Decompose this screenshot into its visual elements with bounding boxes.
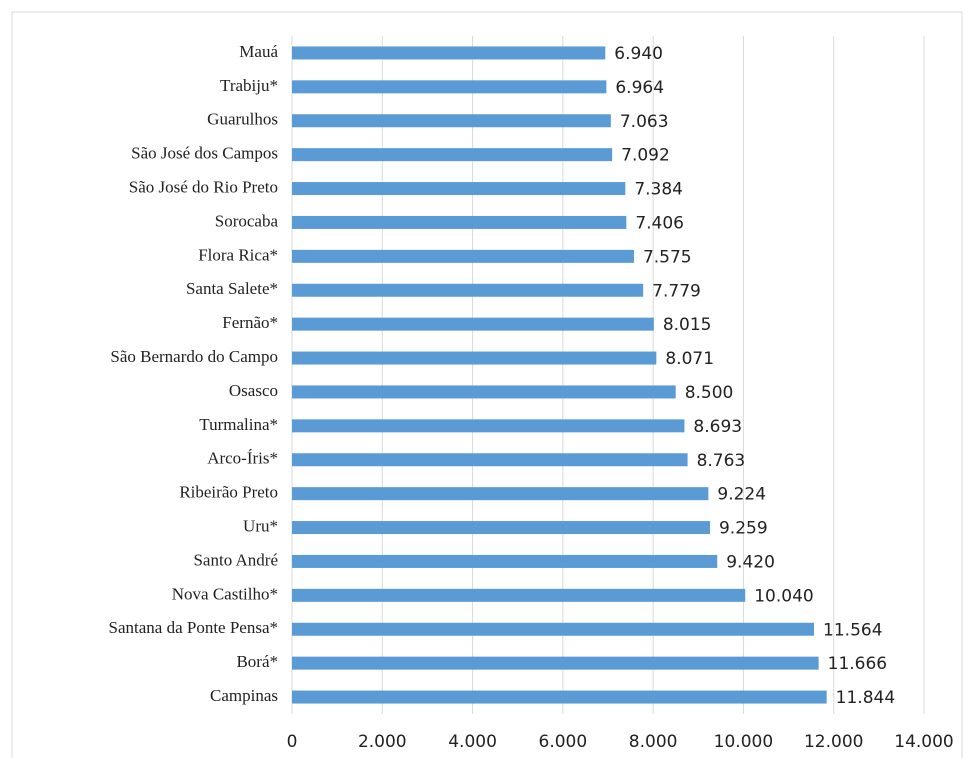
bar	[292, 249, 634, 263]
bar	[292, 148, 613, 162]
bar	[292, 453, 688, 467]
x-tick-label: 8.000	[629, 732, 678, 752]
chart-frame	[11, 11, 963, 758]
bar	[292, 317, 654, 331]
bar	[292, 622, 815, 636]
bar	[292, 487, 709, 501]
category-label: São Bernardo do Campo	[110, 347, 278, 366]
value-label: 8.693	[693, 417, 742, 437]
category-label: Santo André	[193, 550, 278, 569]
value-label: 7.092	[621, 146, 670, 166]
value-label: 11.666	[828, 654, 887, 674]
value-label: 8.071	[665, 349, 714, 369]
category-label: Uru*	[243, 516, 278, 535]
category-label: São José do Rio Preto	[129, 177, 278, 196]
bar	[292, 588, 746, 602]
value-label: 9.224	[717, 485, 766, 505]
value-label: 7.406	[635, 213, 684, 233]
value-label: 9.420	[726, 552, 775, 572]
value-label: 6.940	[614, 44, 663, 64]
category-label: Nova Castilho*	[172, 584, 278, 603]
x-tick-label: 4.000	[448, 732, 497, 752]
value-label: 8.500	[685, 383, 734, 403]
value-label: 11.844	[836, 688, 895, 708]
bar	[292, 351, 657, 365]
value-label: 9.259	[719, 519, 768, 539]
category-label: Santa Salete*	[186, 279, 278, 298]
bar	[292, 521, 710, 535]
category-label: Campinas	[210, 686, 278, 705]
bar	[292, 656, 819, 670]
category-label: Mauá	[239, 42, 278, 61]
value-label: 8.763	[697, 451, 746, 471]
x-tick-label: 14.000	[894, 732, 953, 752]
value-label: 8.015	[663, 315, 712, 335]
bar	[292, 215, 627, 229]
category-label: Borá*	[236, 652, 278, 671]
value-label: 7.779	[652, 281, 701, 301]
category-label: São José dos Campos	[131, 144, 278, 163]
value-label: 6.964	[615, 78, 664, 98]
bar	[292, 114, 611, 128]
category-label: Trabiju*	[220, 76, 278, 95]
x-tick-label: 6.000	[539, 732, 588, 752]
x-tick-label: 0	[287, 732, 298, 752]
category-label: Ribeirão Preto	[179, 483, 278, 502]
bar	[292, 554, 718, 568]
value-label: 7.063	[620, 112, 669, 132]
bar	[292, 80, 607, 94]
value-label: 10.040	[754, 586, 813, 606]
bar	[292, 385, 676, 399]
bar	[292, 690, 827, 704]
category-label: Arco-Íris*	[207, 449, 278, 468]
category-label: Turmalina*	[199, 415, 278, 434]
category-label: Flora Rica*	[198, 245, 278, 264]
value-label: 7.575	[643, 247, 692, 267]
x-tick-label: 12.000	[804, 732, 863, 752]
value-label: 7.384	[634, 180, 683, 200]
bar	[292, 182, 626, 196]
x-tick-label: 2.000	[358, 732, 407, 752]
value-label: 11.564	[823, 620, 882, 640]
category-label: Osasco	[229, 381, 278, 400]
bar	[292, 283, 644, 297]
category-label: Sorocaba	[215, 211, 279, 230]
bar	[292, 46, 606, 60]
bar	[292, 419, 685, 433]
category-label: Santana da Ponte Pensa*	[109, 618, 279, 637]
x-tick-label: 10.000	[714, 732, 773, 752]
category-label: Guarulhos	[207, 110, 278, 129]
category-label: Fernão*	[222, 313, 278, 332]
